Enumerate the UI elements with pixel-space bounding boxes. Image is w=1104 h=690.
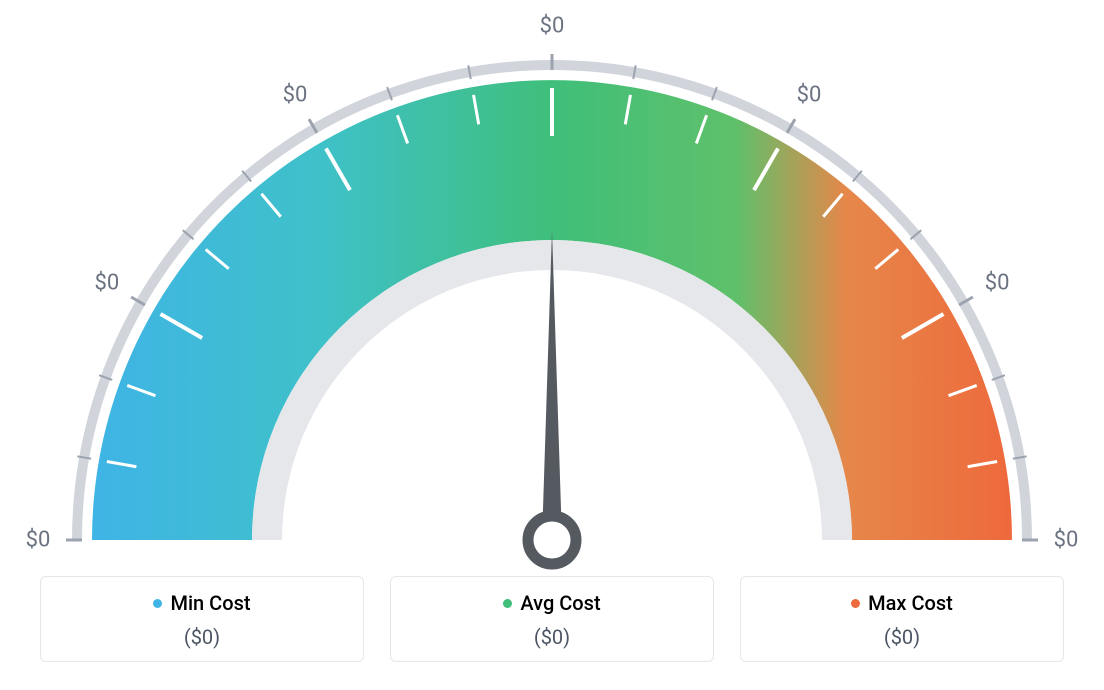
legend-card-max: Max Cost ($0) [740, 576, 1064, 662]
legend-value-min: ($0) [51, 625, 353, 649]
legend-title-min: Min Cost [153, 591, 250, 615]
legend-label-max: Max Cost [868, 591, 953, 615]
legend-label-avg: Avg Cost [520, 591, 600, 615]
needle-pivot [528, 516, 576, 564]
needle [542, 230, 562, 540]
tick-label: $0 [283, 82, 308, 107]
legend-value-avg: ($0) [401, 625, 703, 649]
tick-label: $0 [1054, 528, 1079, 553]
gauge-svg [22, 0, 1082, 580]
legend-row: Min Cost ($0) Avg Cost ($0) Max Cost ($0… [40, 576, 1064, 662]
legend-card-min: Min Cost ($0) [40, 576, 364, 662]
legend-title-max: Max Cost [851, 591, 953, 615]
legend-card-avg: Avg Cost ($0) [390, 576, 714, 662]
tick-label: $0 [26, 528, 51, 553]
gauge-area: $0 $0 $0 $0 $0 $0 $0 [22, 0, 1082, 560]
tick-label: $0 [94, 271, 119, 296]
tick-label: $0 [540, 14, 565, 39]
legend-label-min: Min Cost [170, 591, 250, 615]
legend-dot-avg [503, 599, 512, 608]
tick-label: $0 [985, 271, 1010, 296]
legend-dot-max [851, 599, 860, 608]
gauge-cost-chart: $0 $0 $0 $0 $0 $0 $0 Min Cost ($0) Avg Cost ($… [0, 0, 1104, 690]
legend-dot-min [153, 599, 162, 608]
legend-title-avg: Avg Cost [503, 591, 600, 615]
tick-label: $0 [797, 82, 822, 107]
legend-value-max: ($0) [751, 625, 1053, 649]
